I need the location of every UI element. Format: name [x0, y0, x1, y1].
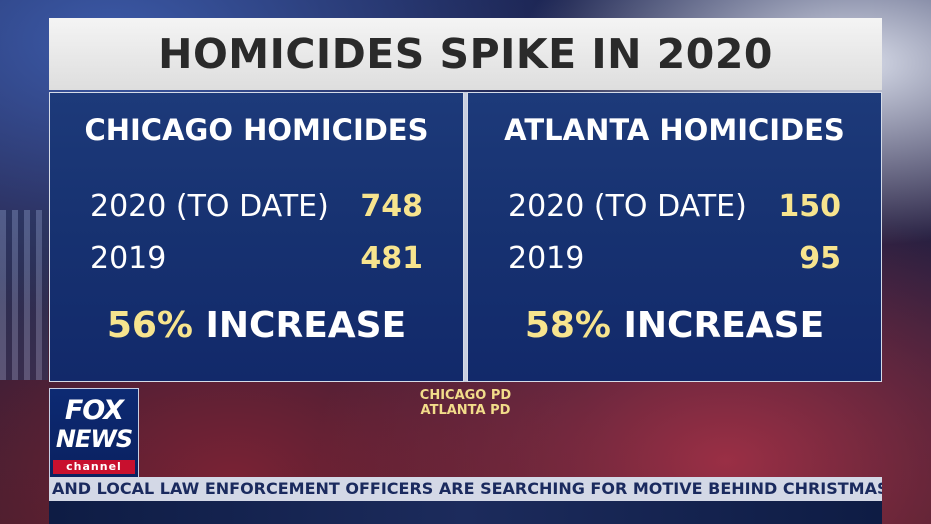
atlanta-2019-label: 2019 [508, 241, 585, 276]
atlanta-heading: ATLANTA HOMICIDES [504, 113, 845, 147]
atlanta-2020-value: 150 [778, 189, 841, 224]
fox-news-logo: FOX NEWS channel [49, 388, 139, 478]
stats-panels: CHICAGO HOMICIDES 2020 (TO DATE) 748 201… [49, 92, 882, 382]
title-bar: HOMICIDES SPIKE IN 2020 [49, 18, 882, 90]
atlanta-row-2019: 2019 95 [508, 241, 841, 276]
news-ticker: AND LOCAL LAW ENFORCEMENT OFFICERS ARE S… [49, 477, 882, 501]
atlanta-row-2020: 2020 (TO DATE) 150 [508, 189, 841, 224]
atlanta-panel: ATLANTA HOMICIDES 2020 (TO DATE) 150 201… [467, 92, 882, 382]
chicago-row-2020: 2020 (TO DATE) 748 [90, 189, 423, 224]
chicago-increase: 56% INCREASE [50, 305, 463, 346]
chicago-heading: CHICAGO HOMICIDES [84, 113, 429, 147]
source-credit: CHICAGO PD ATLANTA PD [0, 388, 931, 418]
atlanta-2020-label: 2020 (TO DATE) [508, 189, 747, 224]
chicago-increase-label: INCREASE [205, 305, 407, 346]
bottom-strip [49, 501, 882, 524]
source-chicago-pd: CHICAGO PD [419, 388, 512, 403]
chicago-2020-value: 748 [360, 189, 423, 224]
chicago-2020-label: 2020 (TO DATE) [90, 189, 329, 224]
logo-news-text: NEWS [55, 425, 133, 453]
chicago-2019-value: 481 [360, 241, 423, 276]
atlanta-2019-value: 95 [799, 241, 841, 276]
chicago-increase-pct: 56% [106, 305, 193, 346]
graphic-title: HOMICIDES SPIKE IN 2020 [158, 30, 773, 78]
atlanta-increase-label: INCREASE [623, 305, 825, 346]
atlanta-increase-pct: 58% [524, 305, 611, 346]
chicago-2019-label: 2019 [90, 241, 167, 276]
chicago-panel: CHICAGO HOMICIDES 2020 (TO DATE) 748 201… [49, 92, 464, 382]
ticker-text: AND LOCAL LAW ENFORCEMENT OFFICERS ARE S… [52, 479, 882, 498]
source-atlanta-pd: ATLANTA PD [420, 403, 511, 418]
atlanta-increase: 58% INCREASE [468, 305, 881, 346]
logo-channel-text: channel [53, 460, 135, 474]
chicago-row-2019: 2019 481 [90, 241, 423, 276]
background-stripes [0, 210, 48, 380]
logo-fox-text: FOX [64, 395, 124, 426]
